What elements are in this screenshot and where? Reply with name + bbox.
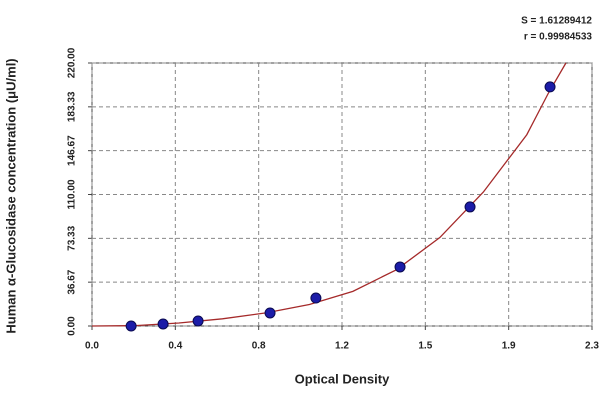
x-tick-label: 0.0 — [85, 341, 99, 352]
fit-curve — [91, 62, 567, 327]
data-point — [464, 201, 476, 213]
y-axis-title: Human α-Glucosidase concentration (μU/ml… — [3, 58, 18, 333]
data-point — [544, 81, 556, 93]
y-tick-label: 146.67 — [67, 135, 78, 166]
x-axis-title: Optical Density — [295, 371, 390, 386]
x-tick-label: 1.9 — [502, 341, 516, 352]
data-point — [125, 320, 137, 332]
y-tick-label: 73.33 — [67, 225, 78, 250]
x-tick-label: 2.3 — [585, 341, 599, 352]
data-point — [192, 315, 204, 327]
data-point — [157, 318, 169, 330]
data-point — [264, 307, 276, 319]
data-point — [310, 292, 322, 304]
x-tick-label: 1.2 — [335, 341, 349, 352]
data-point — [394, 261, 406, 273]
y-tick-label: 0.00 — [67, 316, 78, 336]
y-tick-label: 110.00 — [67, 179, 78, 209]
annotation: S = 1.61289412 — [521, 16, 592, 27]
x-tick-label: 0.4 — [168, 341, 182, 352]
y-tick-label: 183.33 — [67, 91, 78, 122]
x-tick-label: 1.5 — [418, 341, 432, 352]
y-tick-label: 220.00 — [67, 47, 78, 78]
annotation: r = 0.99984533 — [524, 32, 593, 43]
y-tick-label: 36.67 — [67, 269, 78, 294]
plot-area — [91, 62, 593, 327]
x-tick-label: 0.8 — [252, 341, 266, 352]
